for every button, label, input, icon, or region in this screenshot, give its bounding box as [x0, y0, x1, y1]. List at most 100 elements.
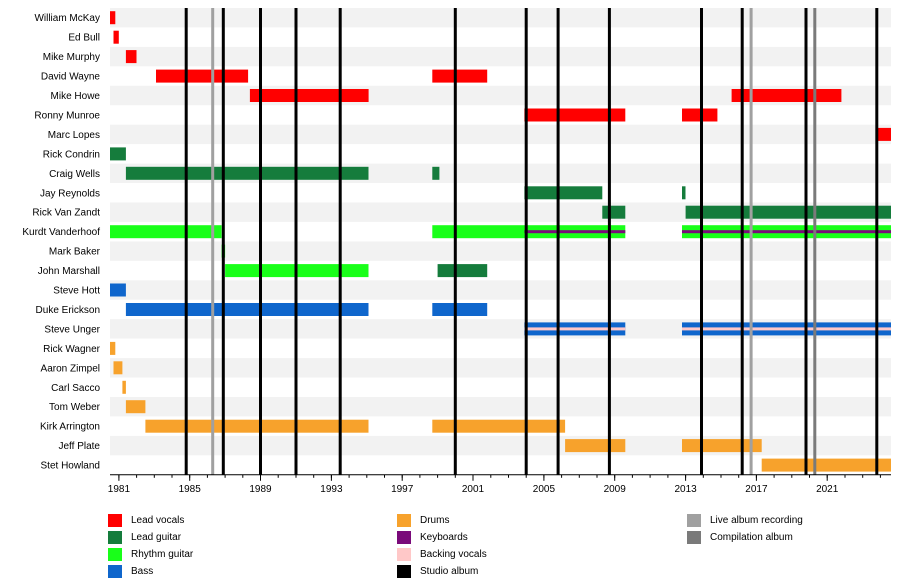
- bar-ronny-munroe-lead-vocals: [682, 108, 718, 122]
- member-label-rick-wagner: Rick Wagner: [43, 344, 101, 355]
- legend-swatch-lead-vocals: [108, 513, 122, 527]
- member-label-rick-van-zandt: Rick Van Zandt: [32, 208, 100, 219]
- bar-duke-erickson-bass: [432, 303, 488, 316]
- x-tick-label-1989: 1989: [249, 484, 272, 495]
- legend-swatch-backing-vocals: [397, 547, 411, 561]
- member-label-stet-howland: Stet Howland: [41, 461, 100, 472]
- studio-album-line: [524, 8, 528, 475]
- legend-label-drums: Drums: [420, 514, 450, 526]
- studio-album-line: [453, 8, 457, 475]
- bar-kurdt-vanderhoof-keyboards: [524, 230, 626, 234]
- member-label-kurdt-vanderhoof: Kurdt Vanderhoof: [22, 227, 100, 238]
- member-label-carl-sacco: Carl Sacco: [51, 383, 100, 394]
- x-tick-label-2009: 2009: [604, 484, 627, 495]
- legend-label-backing-vocals: Backing vocals: [420, 548, 487, 560]
- bar-kurdt-vanderhoof-keyboards: [682, 230, 891, 234]
- bar-mike-howe-lead-vocals: [731, 89, 842, 102]
- legend-item-drums: Drums: [397, 513, 449, 527]
- studio-album-line: [259, 8, 262, 475]
- member-label-ronny-munroe: Ronny Munroe: [34, 111, 100, 122]
- live-album-line: [211, 8, 215, 475]
- bar-rick-condrin-lead-guitar: [110, 147, 126, 161]
- x-tick-label-2001: 2001: [462, 484, 485, 495]
- member-label-david-wayne: David Wayne: [41, 72, 101, 83]
- legend-swatch-lead-guitar: [108, 530, 122, 544]
- member-label-steve-hott: Steve Hott: [53, 286, 100, 297]
- legend-swatch-compilation-album: [687, 530, 701, 544]
- bar-jay-reynolds-lead-guitar: [682, 186, 686, 200]
- studio-album-line: [338, 8, 342, 475]
- bar-craig-wells-lead-guitar: [432, 166, 440, 180]
- legend-swatch-drums: [397, 513, 411, 527]
- bar-steve-hott-bass: [110, 283, 126, 297]
- legend-label-lead-vocals: Lead vocals: [131, 514, 185, 526]
- studio-album-line: [184, 8, 188, 475]
- x-tick-label-1993: 1993: [320, 484, 343, 495]
- row-band: [110, 435, 891, 456]
- studio-album-line: [804, 8, 808, 475]
- legend-item-lead-vocals: Lead vocals: [108, 513, 184, 527]
- legend-swatch-bass: [108, 564, 122, 578]
- studio-album-line: [875, 8, 879, 475]
- legend-label-rhythm-guitar: Rhythm guitar: [131, 548, 194, 560]
- legend-label-keyboards: Keyboards: [420, 531, 468, 543]
- bar-mike-howe-lead-vocals: [249, 89, 369, 102]
- legend-item-bass: Bass: [108, 564, 153, 578]
- bar-kirk-arrington-drums: [145, 419, 369, 433]
- legend-item-studio-album: Studio album: [397, 564, 478, 578]
- bar-ronny-munroe-lead-vocals: [524, 108, 626, 122]
- legend-item-compilation-album: Compilation album: [687, 530, 793, 544]
- member-label-duke-erickson: Duke Erickson: [36, 305, 100, 316]
- row-band: [110, 280, 891, 300]
- bar-william-mckay-lead-vocals: [110, 11, 116, 25]
- bar-craig-wells-lead-guitar: [125, 166, 369, 180]
- bar-jay-reynolds-lead-guitar: [524, 186, 603, 200]
- x-tick-label-2013: 2013: [674, 484, 697, 495]
- legend-item-keyboards: Keyboards: [397, 530, 468, 544]
- member-label-kirk-arrington: Kirk Arrington: [40, 422, 100, 433]
- row-band: [110, 124, 891, 145]
- legend-swatch-rhythm-guitar: [108, 547, 122, 561]
- timeline-chart: William McKay Ed Bull Mike Murphy David Way…: [22, 8, 891, 495]
- member-label-mike-murphy: Mike Murphy: [43, 52, 100, 63]
- row-band: [110, 46, 891, 67]
- legend-swatch-studio-album: [397, 564, 411, 578]
- row-band: [110, 397, 891, 417]
- bar-kirk-arrington-drums: [432, 419, 566, 433]
- legend-label-bass: Bass: [131, 565, 154, 577]
- member-label-aaron-zimpel: Aaron Zimpel: [41, 363, 100, 374]
- member-label-rick-condrin: Rick Condrin: [43, 149, 100, 160]
- legend-label-studio-album: Studio album: [420, 565, 479, 577]
- legend-item-live-album: Live album recording: [687, 513, 803, 527]
- bar-rick-van-zandt-lead-guitar: [602, 205, 626, 219]
- live-album-line: [749, 8, 753, 475]
- bar-ed-bull-lead-vocals: [113, 30, 119, 44]
- studio-album-line: [221, 8, 225, 475]
- bar-david-wayne-lead-vocals: [432, 69, 488, 83]
- bar-tom-weber-drums: [125, 400, 146, 414]
- member-label-marc-lopes: Marc Lopes: [48, 130, 100, 141]
- member-label-jay-reynolds: Jay Reynolds: [40, 188, 100, 199]
- bar-duke-erickson-bass: [125, 303, 369, 316]
- bar-john-marshall-lead-guitar: [437, 264, 488, 278]
- bar-mike-murphy-lead-vocals: [125, 50, 137, 64]
- member-label-ed-bull: Ed Bull: [68, 33, 100, 44]
- bar-rick-van-zandt-lead-guitar: [685, 205, 891, 219]
- row-band: [110, 8, 891, 28]
- row-band: [110, 358, 891, 378]
- studio-album-line: [740, 8, 744, 475]
- compilation-album-line: [813, 8, 817, 475]
- member-label-steve-unger: Steve Unger: [44, 324, 100, 335]
- x-tick-label-1997: 1997: [391, 484, 414, 495]
- legend-label-lead-guitar: Lead guitar: [131, 531, 182, 543]
- x-tick-label-2017: 2017: [745, 484, 768, 495]
- legend-item-backing-vocals: Backing vocals: [397, 547, 487, 561]
- legend-swatch-live-album: [687, 513, 701, 527]
- bar-kurdt-vanderhoof-rhythm-guitar: [110, 225, 222, 239]
- bar-carl-sacco-drums: [122, 380, 126, 394]
- studio-album-line: [556, 8, 560, 475]
- studio-album-line: [700, 8, 703, 475]
- bar-david-wayne-lead-vocals: [156, 69, 249, 83]
- bar-marc-lopes-lead-vocals: [876, 127, 891, 141]
- member-label-craig-wells: Craig Wells: [49, 169, 100, 180]
